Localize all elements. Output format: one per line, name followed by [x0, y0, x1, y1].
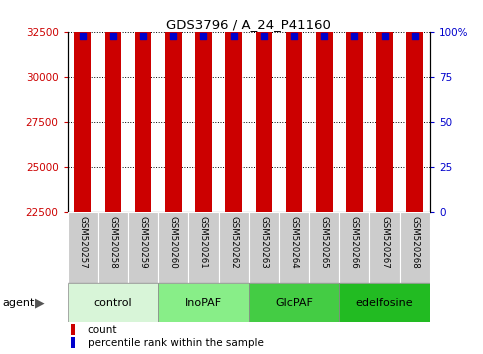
Point	[199, 34, 207, 39]
Text: GSM520263: GSM520263	[259, 216, 269, 269]
Bar	[188, 212, 219, 283]
Bar	[407, 0, 423, 212]
Bar	[316, 0, 332, 212]
Title: GDS3796 / A_24_P41160: GDS3796 / A_24_P41160	[166, 18, 331, 31]
Point	[79, 34, 86, 39]
Point	[290, 34, 298, 39]
Text: GSM520265: GSM520265	[320, 216, 329, 269]
Point	[170, 34, 177, 39]
Point	[230, 34, 238, 39]
Bar	[71, 324, 75, 335]
Bar	[369, 212, 400, 283]
Bar	[339, 283, 430, 322]
Text: control: control	[94, 298, 132, 308]
Text: edelfosine: edelfosine	[356, 298, 413, 308]
Bar	[339, 212, 369, 283]
Point	[381, 34, 388, 39]
Text: percentile rank within the sample: percentile rank within the sample	[87, 338, 263, 348]
Text: count: count	[87, 325, 117, 335]
Text: GSM520268: GSM520268	[410, 216, 419, 269]
Text: GlcPAF: GlcPAF	[275, 298, 313, 308]
Bar	[376, 0, 393, 212]
Text: GSM520260: GSM520260	[169, 216, 178, 269]
Bar	[256, 0, 272, 212]
Text: GSM520267: GSM520267	[380, 216, 389, 269]
Point	[411, 34, 419, 39]
Text: GSM520266: GSM520266	[350, 216, 359, 269]
Bar	[71, 337, 75, 348]
Bar	[195, 0, 212, 212]
Bar	[135, 0, 151, 212]
Point	[139, 34, 147, 39]
Bar	[226, 0, 242, 212]
Bar	[346, 0, 363, 212]
Bar	[165, 0, 182, 212]
Bar	[249, 283, 339, 322]
Point	[320, 34, 328, 39]
Text: GSM520257: GSM520257	[78, 216, 87, 269]
Bar	[158, 212, 188, 283]
Text: GSM520264: GSM520264	[289, 216, 298, 269]
Bar	[400, 212, 430, 283]
Bar	[105, 0, 121, 212]
Bar	[128, 212, 158, 283]
Text: agent: agent	[2, 298, 35, 308]
Bar	[74, 0, 91, 212]
Text: InoPAF: InoPAF	[185, 298, 222, 308]
Point	[109, 34, 117, 39]
Point	[260, 34, 268, 39]
Bar	[219, 212, 249, 283]
Bar	[249, 212, 279, 283]
Text: GSM520258: GSM520258	[108, 216, 117, 269]
Bar	[279, 212, 309, 283]
Bar	[158, 283, 249, 322]
Text: GSM520262: GSM520262	[229, 216, 238, 269]
Bar	[286, 0, 302, 212]
Text: GSM520261: GSM520261	[199, 216, 208, 269]
Bar	[68, 283, 158, 322]
Text: ▶: ▶	[35, 296, 44, 309]
Text: GSM520259: GSM520259	[139, 216, 148, 269]
Point	[351, 34, 358, 39]
Bar	[98, 212, 128, 283]
Bar	[68, 212, 98, 283]
Bar	[309, 212, 339, 283]
